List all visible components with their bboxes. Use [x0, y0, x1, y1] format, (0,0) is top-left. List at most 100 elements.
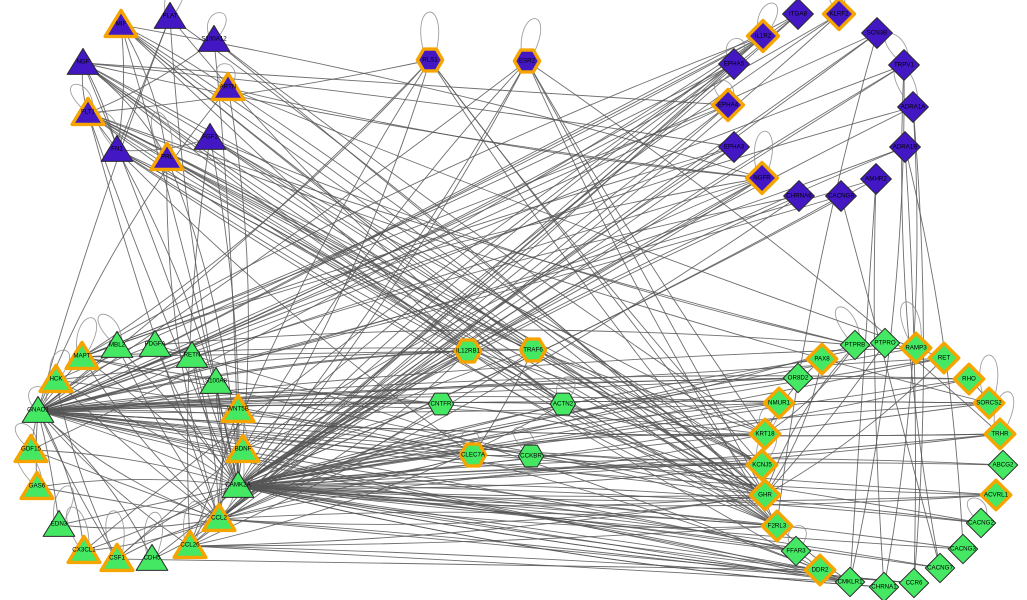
graph-node-scn3b[interactable]: SCN3B — [861, 17, 893, 49]
graph-node-gnao1[interactable]: GNAO1 — [21, 395, 55, 423]
graph-node-bdnf[interactable]: BDNF — [225, 433, 261, 464]
graph-node-camk2a[interactable]: CAMK2A — [221, 470, 255, 498]
graph-edge — [87, 112, 856, 346]
graph-node-or8d2[interactable]: OR8D2 — [782, 362, 814, 394]
graph-edge — [237, 485, 766, 497]
graph-node-epha4[interactable]: EPHA4 — [710, 87, 746, 123]
graph-node-ret[interactable]: RET — [927, 341, 961, 375]
graph-node-prl[interactable]: PRL — [149, 141, 185, 172]
graph-node-acvrl1[interactable]: ACVRL1 — [979, 478, 1013, 512]
graph-node-gas6[interactable]: GAS6 — [19, 470, 55, 501]
graph-self-loop — [520, 18, 542, 58]
graph-node-ptpro[interactable]: PTPRO — [869, 327, 901, 359]
graph-node-amhr2[interactable]: AMHR2 — [860, 163, 892, 195]
graph-node-epha3[interactable]: EPHA3 — [718, 131, 750, 163]
graph-node-ffar3[interactable]: FFAR3 — [780, 535, 812, 567]
graph-node-csf1[interactable]: CSF1 — [99, 542, 135, 573]
graph-node-fn1[interactable]: FN1 — [100, 134, 134, 162]
graph-node-fgf2[interactable]: FGF2 — [193, 122, 227, 150]
graph-edge — [237, 485, 964, 550]
graph-edge — [764, 344, 856, 435]
graph-node-ptprb[interactable]: PTPRB — [839, 329, 871, 361]
graph-node-s100a12[interactable]: S100A12 — [197, 24, 231, 52]
graph-node-cntfr[interactable]: CNTFR — [427, 392, 455, 416]
graph-node-traf6[interactable]: TRAF6 — [518, 337, 548, 363]
graph-node-cmklr1[interactable]: CMKLR1 — [834, 566, 866, 598]
graph-edge — [37, 87, 229, 412]
graph-node-cacng2[interactable]: CACNG2 — [965, 507, 997, 539]
graph-node-cckbr[interactable]: CCKBR — [517, 444, 545, 468]
graph-self-loop — [555, 376, 576, 401]
graph-node-cacng3[interactable]: CACNG3 — [947, 533, 979, 565]
graph-edge — [154, 344, 821, 571]
graph-node-mif[interactable]: MIF — [103, 8, 139, 39]
graph-node-ccl26[interactable]: CCL26 — [172, 529, 208, 560]
graph-node-epha5[interactable]: EPHA5 — [718, 48, 750, 80]
graph-self-loop — [224, 438, 245, 483]
graph-node-trpv1[interactable]: TRPV1 — [888, 49, 920, 81]
graph-node-ngfr[interactable]: NGFR — [744, 160, 780, 196]
graph-node-ngf[interactable]: NGF — [66, 47, 100, 75]
graph-node-hck[interactable]: HCK — [38, 363, 74, 394]
graph-node-rls1[interactable]: RLS1 — [415, 47, 445, 73]
graph-node-krt18[interactable]: KRT18 — [748, 417, 782, 451]
graph-edge — [55, 379, 239, 487]
graph-node-f2rl3[interactable]: F2RL3 — [760, 509, 794, 543]
graph-node-abcg2[interactable]: ABCG2 — [987, 449, 1019, 481]
graph-edge — [81, 356, 220, 520]
graph-node-edn3[interactable]: EDN3 — [42, 509, 76, 537]
graph-node-sorcs2[interactable]: SORCS2 — [972, 386, 1006, 420]
graph-edge — [237, 13, 799, 487]
graph-node-adra1a[interactable]: ADRA1A — [897, 91, 929, 123]
node-layer[interactable]: MIF PLAT S100A12 NGF ARTN FLT1 FGF2 FN1 PRL RLS1 E… — [13, 0, 1019, 600]
graph-edge — [87, 59, 431, 114]
graph-node-itga8[interactable]: ITGA8 — [782, 0, 814, 30]
graph-node-ramp3[interactable]: RAMP3 — [899, 331, 933, 365]
graph-edge — [81, 146, 735, 358]
graph-node-trhr[interactable]: TRHR — [983, 417, 1017, 451]
graph-edge — [237, 377, 799, 487]
graph-node-flt1[interactable]: FLT1 — [70, 96, 106, 127]
graph-node-ccr6[interactable]: CCR6 — [898, 567, 930, 599]
graph-node-s100a8[interactable]: S100A8 — [199, 366, 233, 394]
graph-self-loop — [70, 83, 94, 110]
graph-node-mbl2[interactable]: MBL2 — [100, 330, 134, 358]
graph-node-nmur1[interactable]: NMUR1 — [762, 386, 796, 420]
graph-node-wnt5b[interactable]: WNT5B — [220, 393, 256, 424]
graph-node-cx3cl1[interactable]: CX3CL1 — [66, 534, 102, 565]
graph-node-mapt[interactable]: MAPT — [64, 340, 100, 371]
graph-edge — [840, 195, 941, 569]
graph-self-loop — [14, 423, 37, 447]
graph-node-esr2[interactable]: ESR2 — [512, 48, 542, 74]
graph-node-il12rb1[interactable]: IL12RB1 — [453, 338, 483, 364]
graph-node-chrna1[interactable]: CHRNA1 — [868, 571, 900, 600]
graph-node-cacng8[interactable]: CACNG8 — [825, 180, 857, 212]
graph-node-cacng7[interactable]: CACNG7 — [924, 552, 956, 584]
graph-node-chrna6[interactable]: CHRNA6 — [783, 180, 815, 212]
graph-edge — [189, 525, 778, 547]
graph-node-klrf2[interactable]: KLRF2 — [821, 0, 857, 32]
graph-node-rho[interactable]: RHO — [952, 362, 986, 396]
graph-edge — [81, 350, 469, 358]
graph-edge — [237, 485, 797, 552]
graph-node-kcnj5[interactable]: KCNJ5 — [745, 448, 779, 482]
graph-node-cdh5[interactable]: CDH5 — [135, 543, 169, 571]
graph-node-artn[interactable]: ARTN — [210, 71, 246, 102]
graph-node-retn[interactable]: RETN — [175, 340, 209, 368]
graph-node-ghr[interactable]: GHR — [748, 478, 782, 512]
graph-node-pdgfa[interactable]: PDGFA — [138, 329, 172, 357]
graph-edge — [213, 39, 766, 435]
graph-node-adra1b[interactable]: ADRA1B — [889, 131, 921, 163]
graph-edge — [37, 195, 842, 412]
graph-node-clec7a[interactable]: CLEC7A — [458, 442, 488, 468]
graph-node-ddr2[interactable]: DDR2 — [803, 553, 837, 587]
graph-node-plat[interactable]: PLAT — [153, 1, 187, 29]
graph-node-actn2[interactable]: ACTN2 — [549, 392, 577, 416]
graph-node-gdf15[interactable]: GDF15 — [13, 433, 49, 464]
graph-node-il1r2[interactable]: IL1R2 — [745, 18, 781, 54]
graph-node-pax8[interactable]: PAX8 — [805, 342, 839, 376]
graph-node-ccl2[interactable]: CCL2 — [201, 502, 237, 533]
graph-edge — [58, 485, 239, 526]
